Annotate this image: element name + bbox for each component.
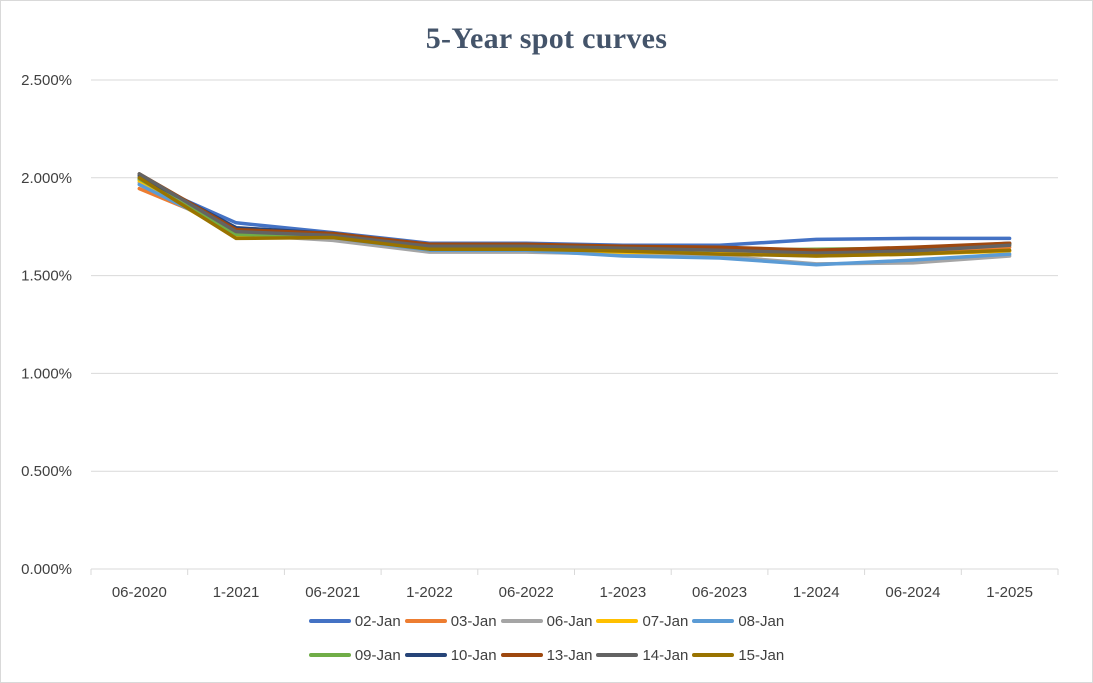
chart-title: 5-Year spot curves (425, 22, 668, 55)
series-line-13-jan (137, 172, 1012, 252)
legend-row: 02-Jan 03-Jan 06-Jan 07-Jan 08-Jan (0, 604, 1093, 638)
legend-label: 07-Jan (642, 612, 689, 630)
legend-item-06-jan: 06-Jan (500, 612, 593, 630)
legend-label: 10-Jan (450, 646, 497, 664)
legend-item-15-jan: 15-Jan (692, 647, 784, 664)
legend-item-13-jan: 13-Jan (500, 646, 593, 664)
series-lines (137, 172, 1012, 267)
legend-swatch (692, 653, 735, 657)
x-tick-label: 06-2022 (499, 584, 554, 601)
legend-label: 08-Jan (738, 612, 785, 630)
legend-swatch (596, 653, 639, 657)
y-tick-label: 2.000% (21, 170, 72, 187)
y-tick-label: 1.500% (21, 268, 72, 285)
legend-item-03-jan: 03-Jan (404, 612, 497, 630)
y-axis-tick-labels: 0.000% 0.500% 1.000% 1.500% 2.000% 2.500% (21, 72, 72, 578)
y-tick-label: 0.000% (21, 561, 72, 578)
legend-item-10-jan: 10-Jan (404, 646, 497, 664)
x-axis-tick-labels: 06-2020 1-2021 06-2021 1-2022 06-2022 1-2023 0… (112, 584, 1033, 601)
x-tick-label: 1-2022 (406, 584, 453, 601)
legend-item-08-jan: 08-Jan (692, 613, 784, 630)
x-tick-label: 1-2024 (793, 584, 840, 601)
legend-swatch (500, 619, 543, 623)
legend-label: 14-Jan (642, 646, 689, 664)
legend-item-07-jan: 07-Jan (596, 613, 688, 630)
legend-label: 06-Jan (546, 612, 593, 630)
x-tick-label: 1-2023 (599, 584, 646, 601)
series-line-10-jan (137, 174, 1012, 254)
legend: 02-Jan 03-Jan 06-Jan 07-Jan 08-Jan 09-Jan 10-… (0, 604, 1093, 672)
legend-swatch (596, 619, 639, 623)
series-line-14-jan (137, 172, 1012, 255)
legend-swatch (404, 619, 447, 623)
legend-label: 03-Jan (450, 612, 497, 630)
legend-item-09-jan: 09-Jan (308, 646, 401, 664)
legend-label: 09-Jan (354, 646, 401, 664)
gridlines (91, 79, 1058, 472)
legend-swatch (308, 619, 351, 623)
y-tick-label: 2.500% (21, 72, 72, 89)
x-tick-label: 1-2021 (213, 584, 260, 601)
legend-swatch (692, 619, 735, 623)
legend-item-02-jan: 02-Jan (308, 612, 401, 630)
y-tick-label: 0.500% (21, 463, 72, 480)
legend-item-14-jan: 14-Jan (596, 647, 688, 664)
x-tick-label: 06-2023 (692, 584, 747, 601)
legend-label: 15-Jan (738, 646, 785, 664)
x-axis (90, 568, 1059, 575)
y-tick-label: 1.000% (21, 365, 72, 382)
legend-label: 13-Jan (546, 646, 593, 664)
x-tick-label: 06-2021 (305, 584, 360, 601)
legend-swatch (308, 653, 351, 657)
series-line-15-jan (137, 176, 1012, 258)
x-tick-label: 1-2025 (986, 584, 1033, 601)
legend-swatch (404, 653, 447, 657)
x-tick-label: 06-2024 (885, 584, 940, 601)
legend-swatch (500, 653, 543, 657)
legend-label: 02-Jan (354, 612, 401, 630)
legend-row: 09-Jan 10-Jan 13-Jan 14-Jan 15-Jan (0, 638, 1093, 672)
x-tick-label: 06-2020 (112, 584, 167, 601)
